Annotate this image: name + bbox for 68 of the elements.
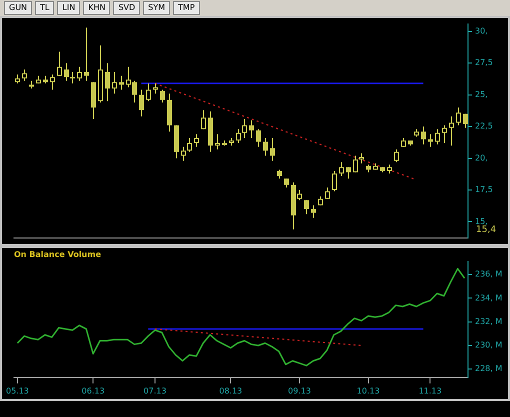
candlestick bbox=[311, 204, 316, 218]
candlestick bbox=[84, 27, 89, 82]
candlestick bbox=[394, 148, 399, 163]
candlestick bbox=[456, 107, 461, 126]
candlestick bbox=[153, 82, 158, 94]
candlestick bbox=[105, 62, 110, 102]
text: TL bbox=[35, 1, 54, 15]
candlestick bbox=[442, 124, 447, 144]
y-tick-label: 228, M bbox=[475, 364, 502, 374]
candlestick bbox=[22, 68, 27, 82]
x-tick-label: 07.13 bbox=[144, 386, 166, 396]
x-tick-label: 06.13 bbox=[82, 386, 105, 396]
text: GUN bbox=[4, 1, 32, 15]
candlestick bbox=[215, 134, 220, 150]
candlestick bbox=[421, 126, 426, 145]
y-tick-label: 22,5 bbox=[475, 122, 493, 131]
candlestick bbox=[146, 82, 151, 102]
candlestick bbox=[339, 162, 344, 177]
candlestick bbox=[332, 170, 337, 192]
y-tick-label: 27,5 bbox=[475, 58, 493, 68]
y-tick-label: 232, M bbox=[475, 316, 502, 326]
candlestick bbox=[57, 51, 62, 76]
text: TMP bbox=[173, 1, 200, 15]
candlestick bbox=[64, 62, 69, 82]
candlestick bbox=[70, 72, 75, 84]
candlestick bbox=[77, 66, 82, 82]
candlestick bbox=[119, 75, 124, 90]
candlestick bbox=[325, 186, 330, 200]
candlestick bbox=[112, 72, 117, 94]
x-tick-label: 09.13 bbox=[288, 386, 311, 396]
text: LIN bbox=[57, 1, 80, 15]
candlestick bbox=[435, 128, 440, 145]
candlestick bbox=[449, 116, 454, 146]
candlestick bbox=[304, 200, 309, 215]
y-tick-label: 17,5 bbox=[475, 185, 493, 194]
candlestick bbox=[263, 137, 268, 156]
candlestick bbox=[187, 137, 192, 152]
candlestick bbox=[242, 118, 247, 138]
candlestick bbox=[428, 134, 433, 148]
y-tick-label: 30, bbox=[475, 26, 488, 36]
text: SVD bbox=[113, 1, 140, 15]
chart-title: On Balance Volume bbox=[14, 250, 102, 259]
x-tick-label: 10.13 bbox=[356, 386, 380, 396]
y-tick-label: 25, bbox=[475, 90, 488, 99]
candlestick bbox=[201, 110, 206, 130]
candlestick bbox=[181, 146, 186, 162]
text: 15,4 bbox=[476, 225, 496, 236]
y-tick-label: 15, bbox=[475, 216, 488, 226]
y-tick-label: 230, M bbox=[475, 340, 502, 350]
x-tick-label: 11.13 bbox=[418, 386, 442, 396]
candlestick bbox=[139, 89, 144, 117]
candlestick bbox=[160, 89, 165, 103]
y-tick-label: 20, bbox=[475, 153, 488, 162]
y-tick-label: 234, M bbox=[475, 293, 502, 302]
text: SYM bbox=[143, 1, 170, 15]
candlestick bbox=[194, 134, 199, 148]
candlestick bbox=[256, 128, 261, 148]
candlestick bbox=[236, 128, 241, 144]
text: KHN bbox=[83, 1, 110, 15]
candlestick bbox=[50, 74, 55, 90]
x-tick-label: 05.13 bbox=[6, 386, 29, 396]
candlestick bbox=[346, 166, 351, 180]
y-tick-label: 236, M bbox=[475, 270, 502, 279]
candlestick bbox=[249, 120, 254, 138]
candlestick bbox=[353, 155, 358, 173]
candlestick bbox=[359, 152, 364, 164]
candlestick bbox=[270, 137, 275, 162]
x-tick-label: 08.13 bbox=[219, 386, 242, 396]
